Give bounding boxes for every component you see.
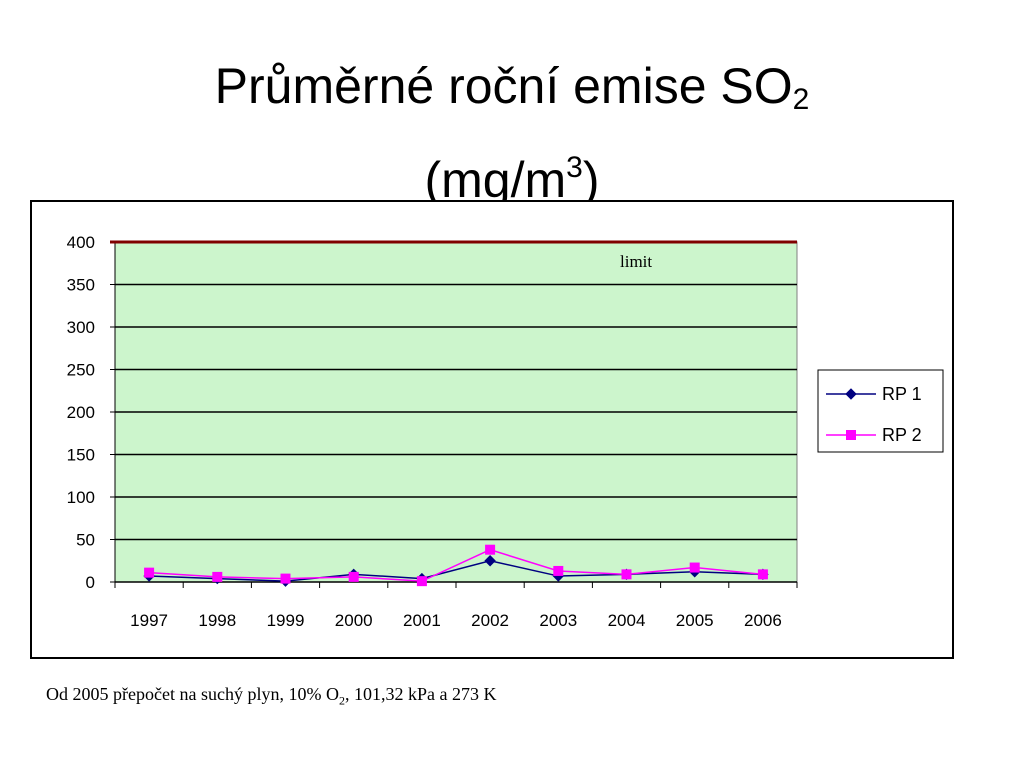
data-point-2	[416, 576, 427, 587]
y-tick-label: 50	[76, 531, 95, 550]
data-point-2	[621, 569, 632, 580]
data-point-2	[757, 569, 768, 580]
x-tick-label: 1997	[130, 611, 168, 630]
y-tick-label: 400	[67, 233, 95, 252]
series-line-1	[149, 559, 763, 582]
x-tick-label: 2004	[608, 611, 646, 630]
series-line-2	[149, 548, 763, 582]
line-chart: 0 50 100 150 200 250 300 350 400 1997 1998 1999 2000…	[67, 233, 944, 630]
legend-marker-2	[846, 430, 856, 440]
x-tick-label: 2005	[676, 611, 714, 630]
x-tick-label: 2006	[744, 611, 782, 630]
title-line-2: (mg/m3)	[424, 151, 600, 208]
x-tick-label: 2003	[539, 611, 577, 630]
y-tick-label: 150	[67, 446, 95, 465]
y-tick-label: 200	[67, 403, 95, 422]
limit-label: limit	[620, 252, 652, 271]
slide-title: Průměrné roční emise SO2 (mg/m3)	[0, 52, 1024, 214]
data-point-2	[144, 567, 155, 578]
x-tick-label: 2001	[403, 611, 441, 630]
data-point-2	[485, 544, 496, 555]
title-line-1: Průměrné roční emise SO2	[214, 58, 810, 116]
x-tick-label: 1998	[198, 611, 236, 630]
legend-marker-1	[845, 388, 857, 400]
x-tick-label: 2000	[335, 611, 373, 630]
legend-label: RP 2	[882, 425, 922, 445]
data-point-2	[348, 571, 359, 582]
chart-frame: 0 50 100 150 200 250 300 350 400 1997 1998 1999 2000…	[30, 200, 954, 659]
x-tick-label: 1999	[267, 611, 305, 630]
y-tick-label: 250	[67, 361, 95, 380]
x-tick-label: 2002	[471, 611, 509, 630]
y-tick-label: 300	[67, 318, 95, 337]
legend-label: RP 1	[882, 384, 922, 404]
data-point-2	[212, 571, 223, 582]
data-point-1	[484, 555, 496, 567]
legend-box	[817, 369, 944, 453]
data-point-2	[689, 562, 700, 573]
y-tick-label: 350	[67, 276, 95, 295]
footnote: Od 2005 přepočet na suchý plyn, 10% O2, …	[46, 684, 497, 708]
y-tick-label: 0	[86, 573, 95, 592]
y-tick-label: 100	[67, 488, 95, 507]
data-point-2	[553, 565, 564, 576]
data-point-2	[280, 573, 291, 584]
